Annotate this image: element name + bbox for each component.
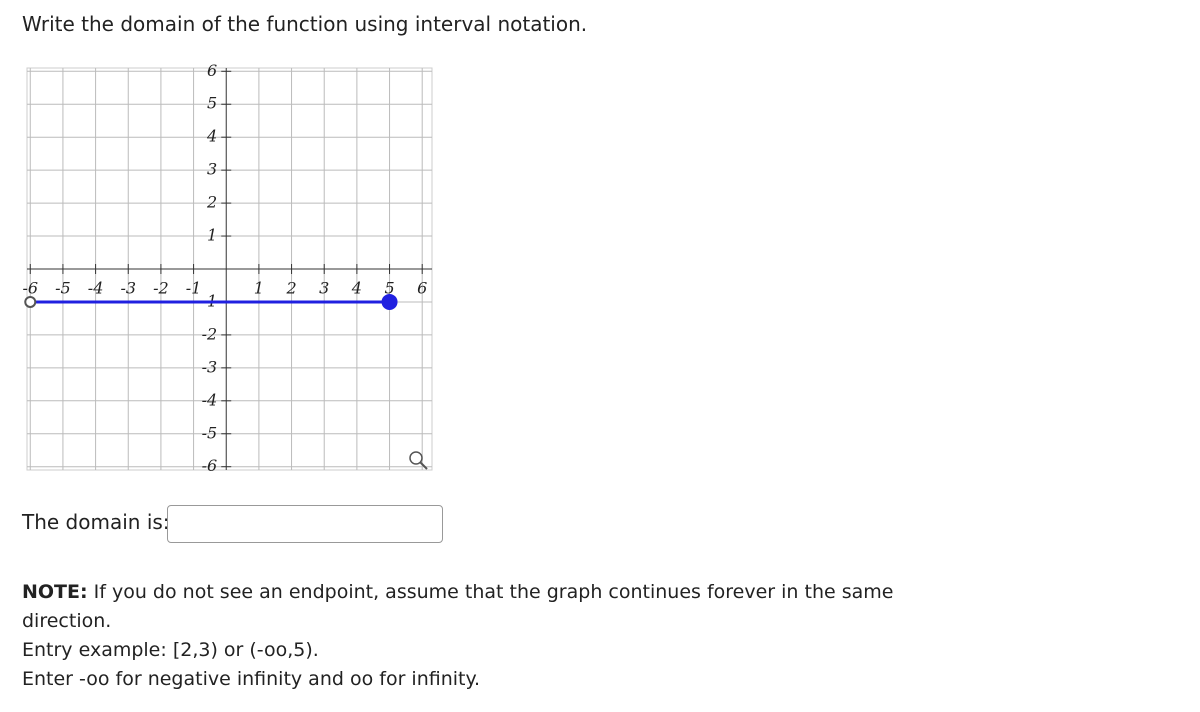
x-tick-label: 6 [417,279,427,298]
x-tick-label: 3 [319,279,329,298]
endpoint [24,295,37,308]
x-tick-label: -1 [186,279,202,298]
y-tick-label: -5 [202,423,218,442]
y-tick-label: 3 [207,160,217,179]
note: NOTE: If you do not see an endpoint, ass… [22,578,902,694]
y-tick-label: 5 [207,94,217,113]
x-tick-label: -6 [22,279,38,298]
x-tick-label: -2 [153,279,169,298]
x-tick-label: -4 [88,279,104,298]
x-tick-label: 1 [254,279,264,298]
note-line: NOTE: If you do not see an endpoint, ass… [22,578,902,636]
answer-input[interactable] [167,505,443,543]
y-tick-label: -2 [202,324,218,343]
y-tick-label: -4 [202,390,218,409]
x-tick-label: -5 [55,279,71,298]
y-tick-label: 1 [207,226,217,245]
magnifier-icon[interactable] [409,451,428,470]
answer-label: The domain is: [22,510,170,534]
x-tick-label: 4 [351,279,362,298]
y-tick-label: 2 [206,193,217,212]
y-tick-label: -6 [202,456,218,475]
y-tick-label: 6 [207,61,217,80]
infinity-hint: Enter -oo for negative infinity and oo f… [22,668,481,690]
note-label: NOTE: [22,581,88,603]
x-tick-label: -3 [120,279,136,298]
y-tick-label: -3 [202,357,218,376]
x-tick-label: 5 [384,279,394,298]
endpoint [381,293,398,310]
x-tick-label: 2 [285,279,296,298]
question: Write the domain of the function using i… [22,12,588,36]
example: Entry example: [2,3) or (-oo,5). [22,639,319,661]
note-text: If you do not see an endpoint, assume th… [22,581,894,632]
y-tick-label: 4 [206,127,217,146]
